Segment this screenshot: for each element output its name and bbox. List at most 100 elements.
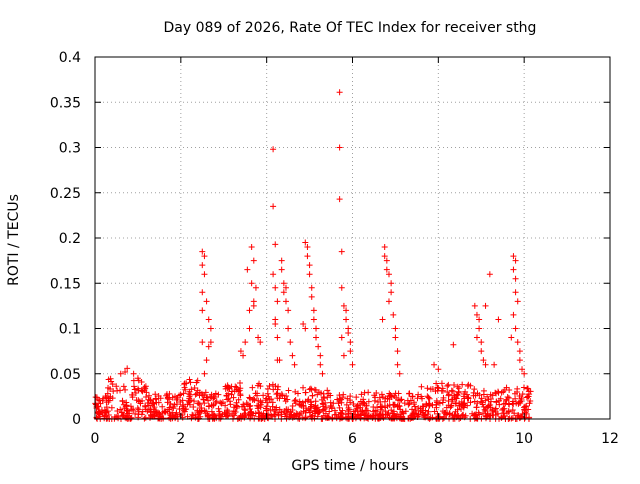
data-point <box>177 399 184 406</box>
data-point <box>276 357 283 364</box>
data-point <box>478 395 485 402</box>
data-point <box>467 382 474 389</box>
data-point <box>499 406 506 413</box>
data-point <box>122 368 129 375</box>
data-point <box>309 392 316 399</box>
data-point <box>176 392 183 399</box>
data-point <box>411 403 418 410</box>
data-point <box>167 412 174 419</box>
data-point <box>494 410 501 417</box>
data-point <box>360 399 367 406</box>
data-point <box>392 334 399 341</box>
data-point <box>300 384 307 391</box>
data-point <box>205 397 212 404</box>
data-point <box>323 404 330 411</box>
data-point <box>520 384 527 391</box>
data-point <box>343 307 350 314</box>
data-point <box>134 375 141 382</box>
y-tick-label: 0.35 <box>50 95 81 111</box>
data-point <box>201 271 208 278</box>
data-point <box>388 407 395 414</box>
data-point <box>300 408 307 415</box>
data-point <box>105 411 112 418</box>
data-point <box>192 391 199 398</box>
data-point <box>513 400 520 407</box>
data-point <box>186 376 193 383</box>
data-point <box>480 403 487 410</box>
data-point <box>386 390 393 397</box>
data-point <box>331 407 338 414</box>
data-point <box>389 415 396 422</box>
data-point <box>150 400 157 407</box>
data-point <box>324 387 331 394</box>
data-point <box>246 307 253 314</box>
data-point <box>514 339 521 346</box>
data-point <box>306 386 313 393</box>
data-point <box>246 394 253 401</box>
data-point <box>180 390 187 397</box>
data-point <box>339 394 346 401</box>
data-point <box>223 413 230 420</box>
data-point <box>293 410 300 417</box>
data-point <box>287 339 294 346</box>
data-point <box>284 396 291 403</box>
data-point <box>489 406 496 413</box>
data-point <box>240 352 247 359</box>
data-point <box>492 405 499 412</box>
data-point <box>173 396 180 403</box>
x-axis-label: GPS time / hours <box>291 458 408 474</box>
data-point <box>246 325 253 332</box>
data-point <box>385 298 392 305</box>
data-point <box>306 271 313 278</box>
x-tick-label: 8 <box>434 431 443 447</box>
data-point <box>128 406 135 413</box>
data-point <box>390 311 397 318</box>
data-point <box>194 400 201 407</box>
data-point <box>274 409 281 416</box>
data-point <box>224 408 231 415</box>
ticks-layer: 0 2 4 6 8 10 12 0 0.05 0.1 0.15 0.2 0.25 0.3 0.35 0.4 <box>50 50 619 447</box>
data-point <box>406 390 413 397</box>
data-point <box>478 348 485 355</box>
data-point <box>176 405 183 412</box>
data-point <box>411 399 418 406</box>
data-point <box>382 404 389 411</box>
data-point <box>417 405 424 412</box>
data-point <box>98 407 105 414</box>
data-point <box>519 391 526 398</box>
data-point <box>336 144 343 151</box>
data-point <box>482 415 489 422</box>
data-point <box>302 389 309 396</box>
data-point <box>235 396 242 403</box>
data-point <box>259 399 266 406</box>
grid-layer <box>95 57 610 419</box>
data-point <box>145 396 152 403</box>
data-point <box>280 289 287 296</box>
data-point <box>251 397 258 404</box>
data-point <box>312 387 319 394</box>
data-point <box>445 392 452 399</box>
data-point <box>345 408 352 415</box>
data-point <box>418 383 425 390</box>
data-point <box>273 391 280 398</box>
data-point <box>382 411 389 418</box>
data-point <box>394 361 401 368</box>
data-point <box>449 396 456 403</box>
y-tick-label: 0.25 <box>50 186 81 202</box>
y-tick-label: 0.1 <box>59 322 81 338</box>
data-point <box>396 397 403 404</box>
data-point <box>244 266 251 273</box>
data-point <box>114 407 121 414</box>
data-point <box>193 390 200 397</box>
data-point <box>99 397 106 404</box>
data-point <box>270 271 277 278</box>
data-point <box>174 413 181 420</box>
data-point <box>147 414 154 421</box>
data-point <box>327 402 334 409</box>
data-point <box>344 395 351 402</box>
data-point <box>156 413 163 420</box>
data-point <box>328 405 335 412</box>
data-point <box>347 399 354 406</box>
data-point <box>343 316 350 323</box>
